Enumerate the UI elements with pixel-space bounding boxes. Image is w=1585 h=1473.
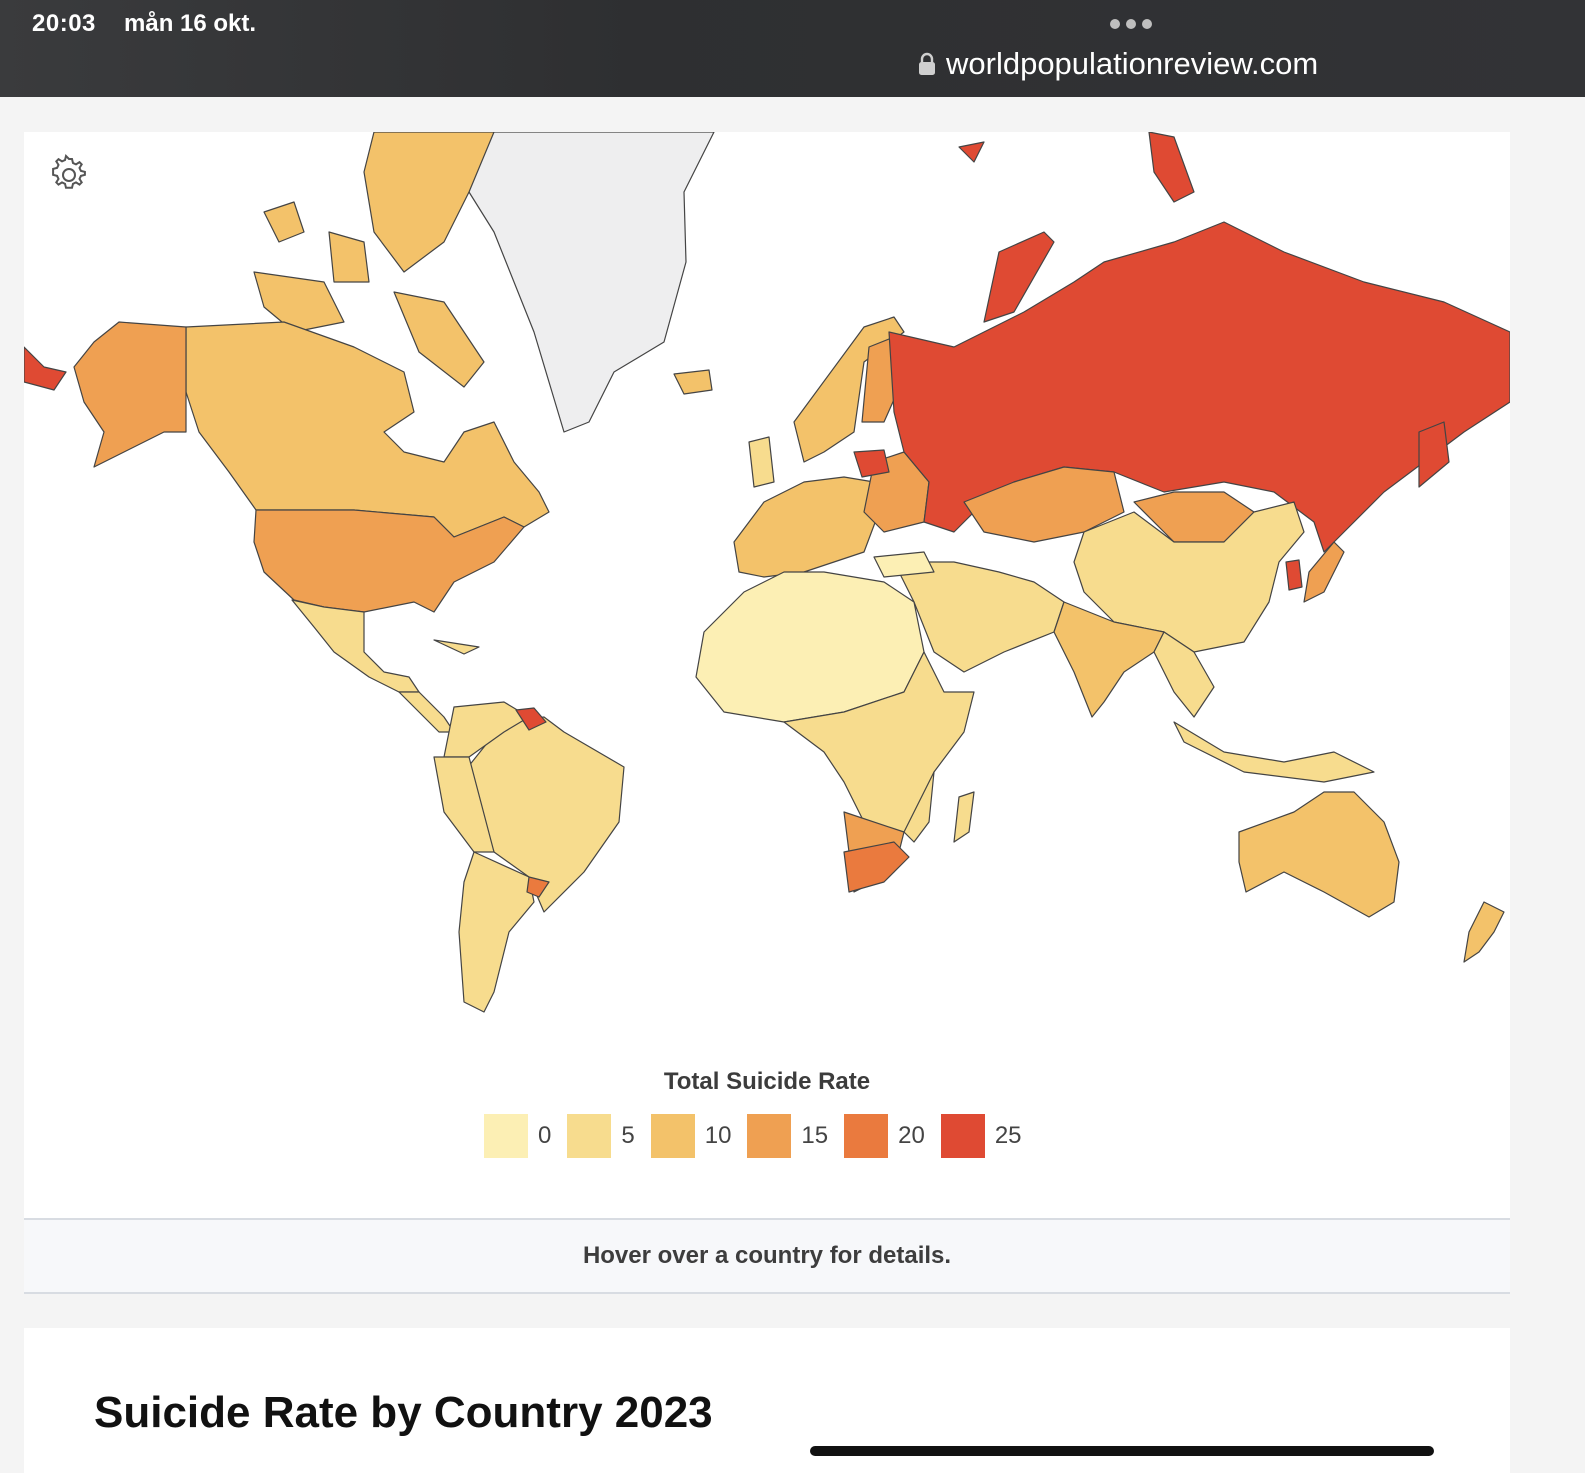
country-southeast-asia[interactable] <box>1153 631 1215 718</box>
legend-label: 10 <box>704 1122 732 1149</box>
legend-items: 0 5 10 15 20 25 <box>484 1114 1038 1158</box>
country-new-zealand[interactable] <box>1463 901 1505 963</box>
map-legend: Total Suicide Rate 0 5 10 15 20 25 <box>24 1068 1510 1168</box>
country-iceland[interactable] <box>673 369 713 395</box>
legend-swatch <box>650 1114 695 1158</box>
legend-item: 0 <box>484 1114 551 1158</box>
country-mexico[interactable] <box>291 599 420 693</box>
country-shape[interactable] <box>1173 721 1375 783</box>
hover-hint-bar: Hover over a country for details. <box>24 1218 1510 1294</box>
hover-hint-text: Hover over a country for details. <box>582 1242 952 1269</box>
country-east-africa[interactable] <box>903 771 935 843</box>
lock-icon <box>919 52 935 75</box>
country-usa-alaska[interactable] <box>73 321 187 468</box>
country-shape[interactable] <box>253 271 345 333</box>
country-shape[interactable] <box>983 231 1055 323</box>
country-shape[interactable] <box>24 346 67 391</box>
country-norway-sweden[interactable] <box>793 316 905 463</box>
legend-swatch <box>484 1114 528 1158</box>
legend-label: 15 <box>801 1122 829 1149</box>
legend-item: 20 <box>844 1114 925 1158</box>
country-shape[interactable] <box>958 141 985 163</box>
country-shape[interactable] <box>1418 421 1450 488</box>
legend-label: 25 <box>994 1122 1022 1149</box>
country-shape[interactable] <box>328 231 370 283</box>
country-shape[interactable] <box>263 201 305 243</box>
address-bar[interactable]: worldpopulationreview.com <box>918 44 1318 84</box>
country-greenland[interactable] <box>468 132 715 433</box>
country-kazakhstan[interactable] <box>963 466 1125 543</box>
country-australia[interactable] <box>1238 791 1400 918</box>
legend-item: 25 <box>940 1114 1022 1158</box>
country-south-africa[interactable] <box>843 841 910 893</box>
country-japan[interactable] <box>1303 541 1345 603</box>
country-shape[interactable] <box>433 639 480 655</box>
legend-swatch <box>940 1114 985 1158</box>
legend-swatch <box>844 1114 889 1158</box>
legend-item: 15 <box>747 1114 828 1158</box>
home-indicator[interactable] <box>810 1446 1434 1456</box>
country-shape[interactable] <box>1148 132 1195 203</box>
page-margin <box>1510 97 1585 1473</box>
country-madagascar[interactable] <box>953 791 975 843</box>
browser-top-bar: 20:03 mån 16 okt. worldpopulationreview.… <box>0 0 1585 97</box>
world-map[interactable] <box>24 132 1510 1032</box>
legend-label: 0 <box>538 1122 552 1149</box>
country-western-europe[interactable] <box>733 476 880 578</box>
legend-swatch <box>567 1114 612 1158</box>
country-uk[interactable] <box>748 436 775 488</box>
country-argentina-chile[interactable] <box>458 851 535 1013</box>
country-usa[interactable] <box>253 509 525 613</box>
legend-label: 20 <box>898 1122 925 1149</box>
map-card: Total Suicide Rate 0 5 10 15 20 25 Hover over… <box>24 132 1510 1294</box>
country-belarus-lithuania[interactable] <box>853 449 890 478</box>
country-china[interactable] <box>1073 501 1305 653</box>
country-canada[interactable] <box>185 321 550 538</box>
country-russia[interactable] <box>888 221 1510 553</box>
settings-gear-icon[interactable] <box>48 154 90 196</box>
url-text: worldpopulationreview.com <box>946 46 1319 81</box>
country-turkey[interactable] <box>873 551 935 578</box>
legend-swatch <box>747 1114 792 1158</box>
page-title: Suicide Rate by Country 2023 <box>94 1388 713 1437</box>
more-dots-icon[interactable] <box>1110 16 1158 34</box>
country-peru-bolivia[interactable] <box>433 756 495 853</box>
legend-title: Total Suicide Rate <box>663 1068 871 1095</box>
country-uruguay[interactable] <box>526 876 550 898</box>
country-shape[interactable] <box>393 291 485 388</box>
country-shape[interactable] <box>398 691 455 733</box>
status-date: mån 16 okt. <box>124 10 257 37</box>
country-india[interactable] <box>1053 601 1165 718</box>
legend-item: 10 <box>650 1114 732 1158</box>
country-guyana[interactable] <box>515 707 547 731</box>
country-canada-islands[interactable] <box>363 132 495 273</box>
legend-item: 5 <box>567 1114 635 1158</box>
status-time: 20:03 <box>32 10 96 37</box>
country-south-korea[interactable] <box>1285 559 1303 591</box>
legend-label: 5 <box>621 1122 635 1149</box>
